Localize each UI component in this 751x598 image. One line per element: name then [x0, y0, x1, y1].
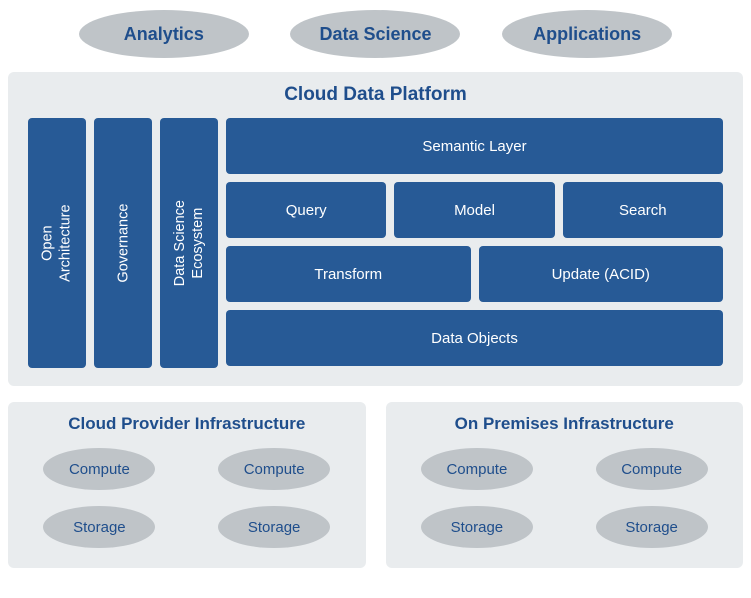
- box-update-acid: Update (ACID): [479, 246, 724, 302]
- box-query: Query: [226, 182, 386, 238]
- infra-ellipse-label: Storage: [625, 519, 678, 536]
- box-label: Model: [454, 202, 495, 219]
- infra-ellipse-compute: Compute: [596, 448, 708, 490]
- top-ellipse-analytics: Analytics: [79, 10, 249, 58]
- infra-ellipse-label: Compute: [69, 461, 130, 478]
- top-ellipse-label: Applications: [533, 24, 641, 45]
- vbar-governance: Governance: [94, 118, 152, 368]
- box-search: Search: [563, 182, 723, 238]
- infra-ellipse-compute: Compute: [421, 448, 533, 490]
- infra-ellipse-label: Storage: [73, 519, 126, 536]
- infra-title: On Premises Infrastructure: [404, 414, 726, 434]
- box-data-objects: Data Objects: [226, 310, 723, 366]
- box-label: Update (ACID): [552, 266, 650, 283]
- vbar-open-architecture: OpenArchitecture: [28, 118, 86, 368]
- box-label: Semantic Layer: [422, 138, 526, 155]
- infra-title: Cloud Provider Infrastructure: [26, 414, 348, 434]
- top-ellipse-label: Analytics: [124, 24, 204, 45]
- cloud-data-platform-panel: Cloud Data Platform OpenArchitecture Gov…: [8, 72, 743, 386]
- cloud-provider-infra-panel: Cloud Provider Infrastructure Compute Co…: [8, 402, 366, 568]
- vbar-label: Governance: [114, 204, 132, 283]
- infra-grid: Compute Compute Storage Storage: [404, 448, 726, 548]
- vbar-label: OpenArchitecture: [39, 204, 75, 281]
- top-ellipse-data-science: Data Science: [290, 10, 460, 58]
- box-model: Model: [394, 182, 554, 238]
- infra-row: Cloud Provider Infrastructure Compute Co…: [8, 402, 743, 568]
- infra-ellipse-storage: Storage: [421, 506, 533, 548]
- on-premises-infra-panel: On Premises Infrastructure Compute Compu…: [386, 402, 744, 568]
- infra-ellipse-label: Compute: [446, 461, 507, 478]
- box-label: Search: [619, 202, 667, 219]
- infra-ellipse-compute: Compute: [218, 448, 330, 490]
- box-label: Query: [286, 202, 327, 219]
- top-ellipse-applications: Applications: [502, 10, 672, 58]
- infra-grid: Compute Compute Storage Storage: [26, 448, 348, 548]
- cdp-grid: Semantic Layer Query Model Search Transf…: [226, 118, 723, 368]
- infra-ellipse-storage: Storage: [218, 506, 330, 548]
- box-label: Transform: [314, 266, 382, 283]
- infra-ellipse-label: Compute: [621, 461, 682, 478]
- infra-ellipse-storage: Storage: [596, 506, 708, 548]
- infra-ellipse-label: Storage: [248, 519, 301, 536]
- top-ellipse-label: Data Science: [319, 24, 431, 45]
- infra-ellipse-label: Storage: [451, 519, 504, 536]
- top-row: Analytics Data Science Applications: [8, 10, 743, 72]
- infra-ellipse-storage: Storage: [43, 506, 155, 548]
- cdp-body: OpenArchitecture Governance Data Science…: [28, 118, 723, 368]
- box-transform: Transform: [226, 246, 471, 302]
- vbar-data-science-ecosystem: Data ScienceEcosystem: [160, 118, 218, 368]
- box-semantic-layer: Semantic Layer: [226, 118, 723, 174]
- vbar-label: Data ScienceEcosystem: [171, 200, 207, 286]
- cdp-title: Cloud Data Platform: [28, 84, 723, 106]
- box-label: Data Objects: [431, 330, 518, 347]
- infra-ellipse-label: Compute: [244, 461, 305, 478]
- infra-ellipse-compute: Compute: [43, 448, 155, 490]
